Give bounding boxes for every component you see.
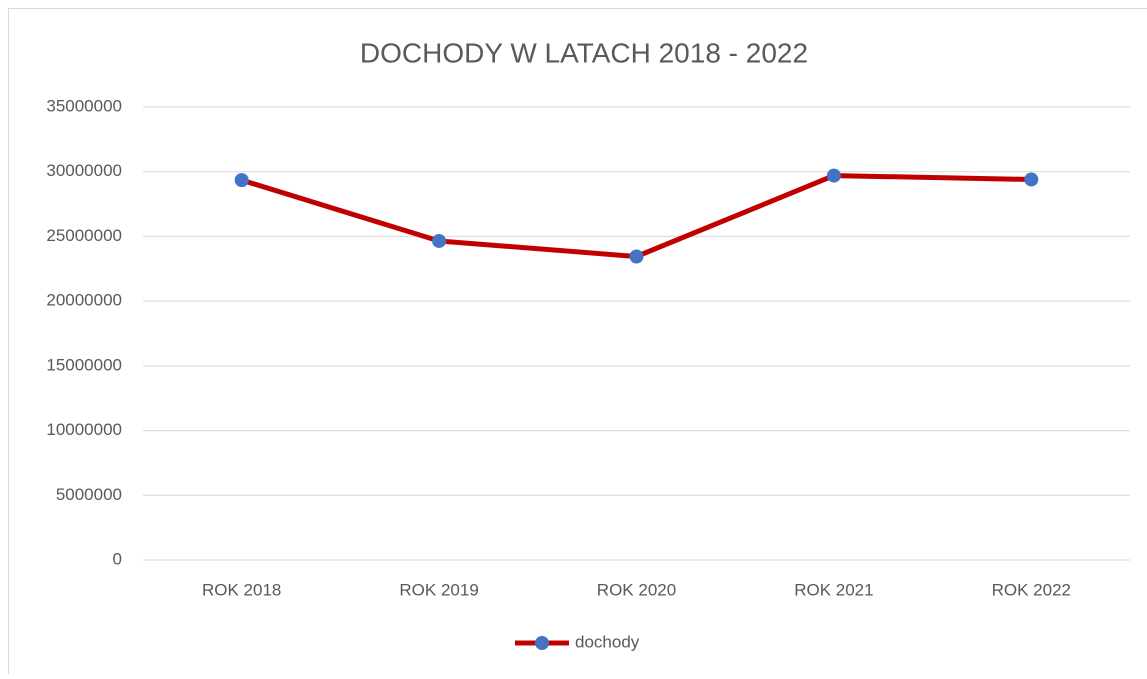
chart-title: DOCHODY W LATACH 2018 - 2022 [360,37,808,68]
x-tick-label: ROK 2022 [992,580,1071,599]
x-tick-label: ROK 2020 [597,580,676,599]
data-point [235,173,249,187]
y-tick-label: 35000000 [46,96,122,115]
y-tick-label: 0 [113,549,122,568]
legend-marker [535,636,549,650]
data-point [827,169,841,183]
legend-label: dochody [575,632,640,651]
data-point [630,249,644,263]
y-tick-label: 15000000 [46,355,122,374]
x-tick-label: ROK 2019 [399,580,478,599]
y-tick-label: 5000000 [56,485,122,504]
y-tick-label: 20000000 [46,291,122,310]
chart-border [9,9,1147,675]
data-point [432,234,446,248]
y-tick-label: 30000000 [46,161,122,180]
x-tick-label: ROK 2021 [794,580,873,599]
data-point [1024,172,1038,186]
x-tick-label: ROK 2018 [202,580,281,599]
y-tick-label: 25000000 [46,226,122,245]
y-tick-label: 10000000 [46,420,122,439]
